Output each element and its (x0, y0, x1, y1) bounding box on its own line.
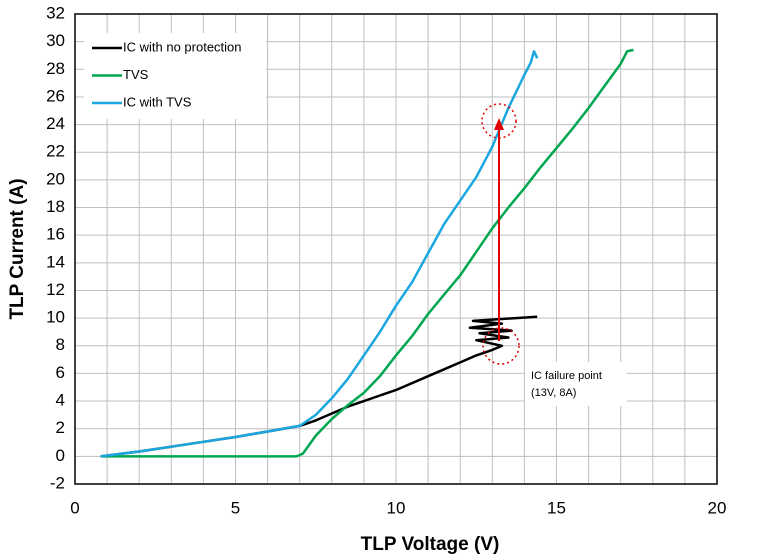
x-tick-label: 20 (708, 498, 727, 517)
y-tick-label: 0 (56, 446, 65, 465)
y-tick-label: 30 (46, 31, 65, 50)
x-tick-label: 5 (231, 498, 240, 517)
y-tick-label: 18 (46, 197, 65, 216)
y-tick-label: 8 (56, 335, 65, 354)
x-tick-label: 10 (387, 498, 406, 517)
y-tick-label: 16 (46, 225, 65, 244)
y-tick-label: 32 (46, 3, 65, 22)
lines (100, 48, 634, 458)
y-tick-label: -2 (50, 473, 65, 492)
circle (481, 103, 517, 139)
y-tick-label: 2 (56, 418, 65, 437)
arrow-head (494, 118, 504, 130)
annotation-box (525, 362, 627, 406)
y-tick-label: 12 (46, 280, 65, 299)
x-axis-title: TLP Voltage (V) (361, 534, 500, 555)
annotation: IC failure point (531, 370, 602, 382)
circle (482, 327, 520, 365)
legend-label: TVS (123, 67, 149, 82)
annotation-marks (481, 103, 520, 365)
y-tick-label: 10 (46, 308, 65, 327)
x-tick-label: 15 (547, 498, 566, 517)
y-tick-label: 28 (46, 59, 65, 78)
y-tick-label: 24 (46, 114, 65, 133)
legend-label: IC with TVS (123, 94, 192, 109)
series-line (100, 315, 538, 458)
y-axis-title: TLP Current (A) (7, 178, 28, 319)
annotation: (13V, 8A) (531, 387, 576, 399)
y-tick-label: 22 (46, 142, 65, 161)
legend-items: IC with no protection TVS IC with TVS (92, 39, 242, 109)
y-tick-label: 20 (46, 169, 65, 188)
plot-frame (74, 13, 718, 485)
series-line (100, 50, 539, 458)
x-tick-label: 0 (70, 498, 79, 517)
y-tick-label: 6 (56, 363, 65, 382)
series-line (100, 48, 634, 458)
y-tick-label: 26 (46, 86, 65, 105)
y-tick-label: 14 (46, 252, 65, 271)
legend-label: IC with no protection (123, 39, 242, 54)
y-tick-label: 4 (56, 391, 65, 410)
